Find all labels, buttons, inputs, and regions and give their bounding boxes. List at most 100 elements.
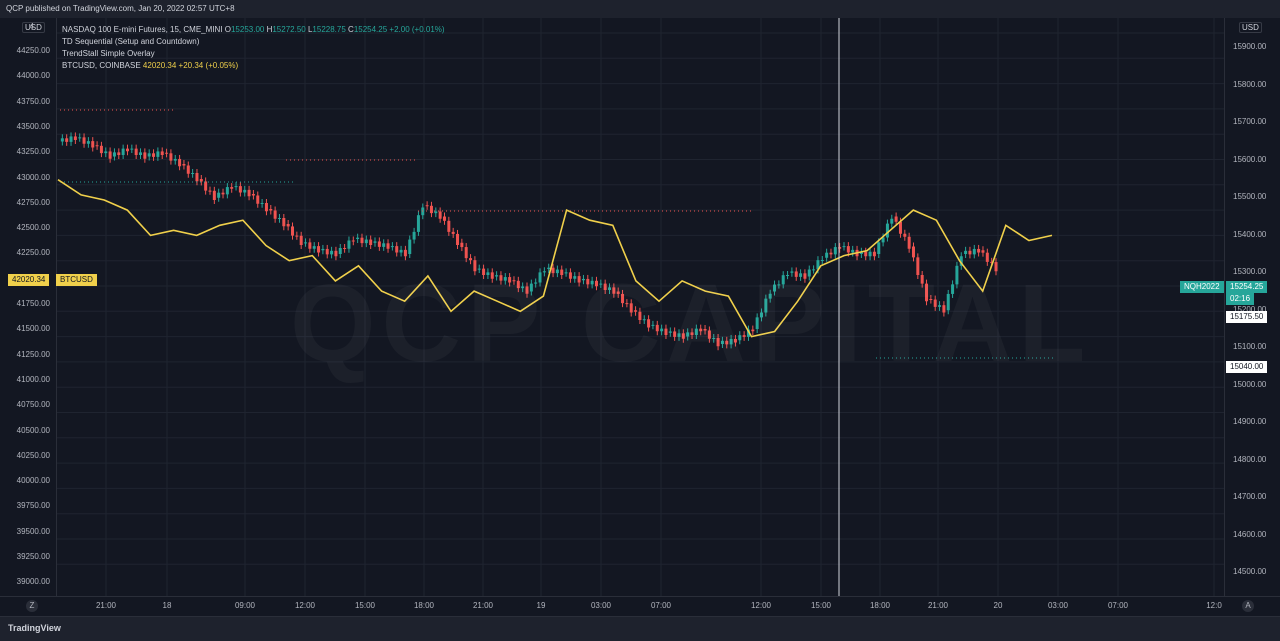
left-axis-tick: 41250.00 bbox=[16, 349, 50, 359]
candle-body bbox=[877, 242, 881, 254]
candle-body bbox=[60, 138, 64, 142]
legend-indicator-trendstall[interactable]: TrendStall Simple Overlay bbox=[62, 49, 155, 58]
left-currency-label[interactable]: USD bbox=[22, 22, 45, 33]
candle-body bbox=[668, 331, 672, 333]
right-axis-tick: 15000.00 bbox=[1233, 379, 1267, 389]
candle-body bbox=[256, 195, 260, 204]
candle-body bbox=[199, 179, 203, 182]
candle-body bbox=[712, 338, 716, 339]
right-currency-label[interactable]: USD bbox=[1239, 22, 1262, 33]
legend-indicator-td[interactable]: TD Sequential (Setup and Countdown) bbox=[62, 37, 200, 46]
candle-body bbox=[820, 260, 824, 261]
candle-body bbox=[508, 277, 512, 283]
candle-body bbox=[851, 249, 855, 253]
candle-body bbox=[482, 268, 486, 275]
candle-body bbox=[351, 240, 355, 242]
candle-body bbox=[790, 271, 794, 273]
right-axis-tick: 15100.00 bbox=[1233, 342, 1267, 351]
legend-symbol[interactable]: NASDAQ 100 E-mini Futures, 15, CME_MINI bbox=[62, 25, 223, 34]
candle-body bbox=[746, 329, 750, 337]
left-axis-tick: 40500.00 bbox=[16, 425, 50, 435]
candle-body bbox=[399, 249, 403, 253]
candle-body bbox=[651, 324, 655, 326]
candle-body bbox=[429, 205, 433, 214]
right-axis-tick: 15400.00 bbox=[1233, 229, 1267, 239]
price-chart[interactable] bbox=[56, 18, 1224, 596]
candle-body bbox=[959, 256, 963, 266]
time-axis[interactable]: 21:00 18 09:00 12:00 15:00 18:00 21:00 19 03:00 0… bbox=[0, 596, 1280, 617]
candle-body bbox=[881, 237, 885, 243]
candle-body bbox=[786, 275, 790, 276]
candle-body bbox=[859, 251, 863, 254]
candle-body bbox=[742, 335, 746, 337]
candle-body bbox=[516, 280, 520, 289]
right-price-axis[interactable]: USD 15900.00 15800.00 15700.00 15600.00 1550… bbox=[1224, 18, 1280, 596]
time-axis-tick: 18 bbox=[162, 601, 172, 610]
candle-body bbox=[781, 275, 785, 285]
nq-symbol-label: NQH2022 bbox=[1180, 281, 1224, 293]
candle-body bbox=[291, 226, 294, 236]
candle-body bbox=[186, 165, 190, 174]
zoom-button[interactable]: Z bbox=[26, 600, 38, 612]
candle-body bbox=[178, 158, 182, 167]
candle-body bbox=[985, 252, 989, 262]
legend-overlay-change: +20.34 (+0.05%) bbox=[178, 61, 239, 70]
candle-body bbox=[317, 246, 321, 253]
candle-body bbox=[412, 231, 416, 240]
candle-body bbox=[898, 221, 902, 234]
support-resistance-lines bbox=[56, 109, 1056, 359]
candle-body bbox=[694, 328, 698, 335]
candle-body bbox=[616, 291, 620, 294]
candle-body bbox=[486, 272, 490, 275]
candle-body bbox=[86, 141, 90, 144]
tradingview-logo[interactable]: TradingView bbox=[8, 623, 61, 633]
candle-body bbox=[78, 137, 82, 139]
candle-body bbox=[755, 317, 759, 329]
candle-body bbox=[951, 284, 955, 294]
candle-body bbox=[356, 237, 360, 239]
candle-body bbox=[751, 329, 755, 332]
candle-body bbox=[703, 329, 707, 331]
candle-body bbox=[473, 260, 477, 272]
left-axis-tick: 41500.00 bbox=[16, 324, 50, 334]
candle-body bbox=[99, 145, 103, 154]
left-price-axis[interactable]: USD 4 44250.00 44000.00 43750.00 43500.00 43… bbox=[0, 18, 57, 596]
chart-grid bbox=[56, 18, 1224, 596]
auto-scale-button[interactable]: A bbox=[1242, 600, 1254, 612]
candle-body bbox=[660, 328, 664, 332]
legend-change: +2.00 (+0.01%) bbox=[389, 25, 445, 34]
time-axis-tick: 12:0 bbox=[1206, 601, 1222, 610]
candle-body bbox=[451, 231, 455, 234]
candle-body bbox=[152, 153, 156, 157]
right-axis-tick: 15600.00 bbox=[1233, 154, 1267, 164]
candle-body bbox=[112, 152, 116, 157]
candle-body bbox=[529, 283, 533, 292]
legend-overlay-symbol[interactable]: BTCUSD, COINBASE bbox=[62, 61, 141, 70]
right-axis-tick: 14500.00 bbox=[1233, 567, 1267, 576]
watermark: QCP CAPITAL bbox=[290, 260, 1091, 387]
candle-body bbox=[794, 271, 798, 277]
candle-body bbox=[321, 248, 325, 251]
left-axis-tick: 43000.00 bbox=[16, 172, 50, 182]
left-axis-tick: 40000.00 bbox=[16, 476, 50, 486]
candle-body bbox=[434, 211, 438, 214]
candle-body bbox=[416, 215, 420, 232]
candle-body bbox=[156, 151, 160, 157]
candle-body bbox=[647, 319, 651, 328]
candle-body bbox=[599, 283, 603, 285]
chart-pane[interactable] bbox=[0, 18, 1280, 596]
candle-body bbox=[833, 247, 837, 255]
legend-open: 15253.00 bbox=[230, 25, 265, 34]
candle-body bbox=[872, 251, 876, 257]
candle-body bbox=[573, 276, 577, 279]
time-axis-tick: 21:00 bbox=[927, 601, 949, 610]
candle-body bbox=[768, 293, 772, 299]
right-axis-tick: 14700.00 bbox=[1233, 492, 1267, 501]
chart-legend: NASDAQ 100 E-mini Futures, 15, CME_MINI … bbox=[62, 24, 445, 72]
time-axis-tick: 18:00 bbox=[413, 601, 435, 610]
candle-body bbox=[260, 203, 264, 204]
candle-body bbox=[230, 187, 234, 189]
candle-body bbox=[121, 148, 125, 155]
candle-body bbox=[460, 242, 464, 248]
candle-body bbox=[864, 251, 868, 257]
